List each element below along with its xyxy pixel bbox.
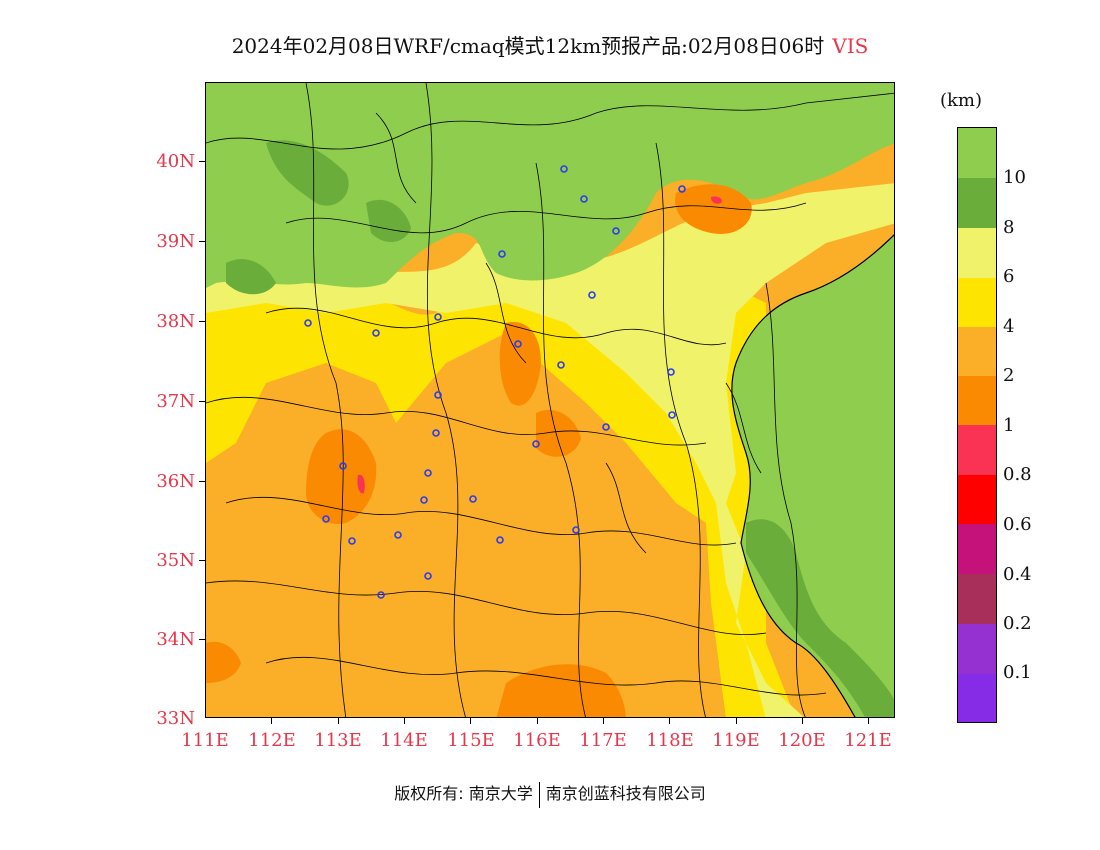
vis-patch-1to2-west	[306, 429, 377, 524]
lon-label-117e: 117E	[579, 730, 627, 751]
vis-patch-1to2-sw	[206, 641, 241, 683]
legend-label-0-2: 0.2	[1003, 613, 1032, 634]
vis-patch-1to2-mid	[536, 409, 581, 457]
color-box	[958, 624, 996, 674]
lon-label-115e: 115E	[447, 730, 495, 751]
admin-boundaries	[206, 83, 894, 717]
vis-patch-8to10-a	[266, 140, 349, 206]
copyright-footer: 版权所有: 南京大学 南京创蓝科技有限公司	[0, 780, 1100, 808]
visibility-map	[205, 82, 895, 718]
lon-label-112e: 112E	[248, 730, 296, 751]
legend-label-4: 4	[1003, 316, 1015, 337]
lat-label-35n: 35N	[156, 550, 195, 571]
lat-tick	[199, 481, 205, 482]
lon-tick	[338, 718, 339, 724]
map-canvas	[206, 83, 894, 717]
lon-label-118e: 118E	[646, 730, 694, 751]
vis-patch-8to10-b	[366, 199, 411, 243]
lon-tick	[802, 718, 803, 724]
coastline	[731, 234, 894, 717]
lon-label-120e: 120E	[778, 730, 826, 751]
lon-label-114e: 114E	[380, 730, 428, 751]
lon-tick	[868, 718, 869, 724]
legend-label-1: 1	[1003, 415, 1015, 436]
color-box	[958, 425, 996, 475]
lon-label-116e: 116E	[513, 730, 561, 751]
lat-label-37n: 37N	[156, 391, 195, 412]
legend-label-0-8: 0.8	[1003, 464, 1032, 485]
color-box	[958, 524, 996, 574]
lat-tick	[199, 401, 205, 402]
lon-label-119e: 119E	[712, 730, 760, 751]
vis-patch-1to2-south	[496, 664, 626, 717]
color-box	[958, 278, 996, 327]
lat-label-40n: 40N	[156, 151, 195, 172]
lat-tick	[199, 560, 205, 561]
color-box	[958, 475, 996, 524]
lon-tick	[537, 718, 538, 724]
legend-label-6: 6	[1003, 266, 1015, 287]
footer-divider	[538, 781, 540, 808]
lon-tick	[470, 718, 471, 724]
vis-spot-below1-a	[357, 474, 365, 494]
vis-spot-below1-b	[711, 196, 722, 204]
vis-patch-8to10-c	[226, 259, 276, 295]
lat-label-34n: 34N	[156, 629, 195, 650]
vis-field-6to8	[206, 183, 894, 717]
lon-label-113e: 113E	[314, 730, 362, 751]
lon-label-121e: 121E	[844, 730, 892, 751]
lat-tick	[199, 321, 205, 322]
vis-patch-8to10-coast	[746, 519, 894, 717]
legend-label-0-6: 0.6	[1003, 514, 1032, 535]
map-title: 2024年02月08日WRF/cmaq模式12km预报产品:02月08日06时 V…	[0, 30, 1100, 59]
color-box	[958, 574, 996, 624]
vis-patch-1to2-center	[499, 322, 541, 406]
lon-tick	[603, 718, 604, 724]
color-box	[958, 228, 996, 278]
lat-tick	[199, 639, 205, 640]
copyright-owner: 版权所有: 南京大学	[394, 784, 533, 803]
copyright-company: 南京创蓝科技有限公司	[545, 784, 706, 803]
lon-tick	[669, 718, 670, 724]
color-bar	[957, 127, 997, 723]
legend-label-2: 2	[1003, 365, 1015, 386]
legend-label-10: 10	[1003, 167, 1026, 188]
lat-label-33n: 33N	[156, 708, 195, 729]
lon-tick	[736, 718, 737, 724]
color-box	[958, 327, 996, 376]
legend-label-0-4: 0.4	[1003, 564, 1032, 585]
lat-label-36n: 36N	[156, 471, 195, 492]
lat-label-38n: 38N	[156, 311, 195, 332]
lat-tick	[199, 241, 205, 242]
legend-unit: (km)	[940, 90, 983, 111]
city-markers	[304, 165, 686, 599]
color-box	[958, 674, 996, 722]
title-main: 2024年02月08日WRF/cmaq模式12km预报产品:02月08日06时	[231, 34, 825, 58]
color-box	[958, 376, 996, 425]
lat-label-39n: 39N	[156, 231, 195, 252]
legend-label-8: 8	[1003, 217, 1015, 238]
title-variable: VIS	[832, 34, 869, 58]
color-box	[958, 178, 996, 228]
lon-tick	[404, 718, 405, 724]
lat-tick	[199, 161, 205, 162]
color-box	[958, 128, 996, 178]
legend-label-0-1: 0.1	[1003, 662, 1032, 683]
vis-field-above10-east	[731, 234, 894, 717]
vis-patch-1to2-ne	[675, 184, 752, 234]
lon-tick	[271, 718, 272, 724]
lon-label-111e: 111E	[181, 730, 229, 751]
